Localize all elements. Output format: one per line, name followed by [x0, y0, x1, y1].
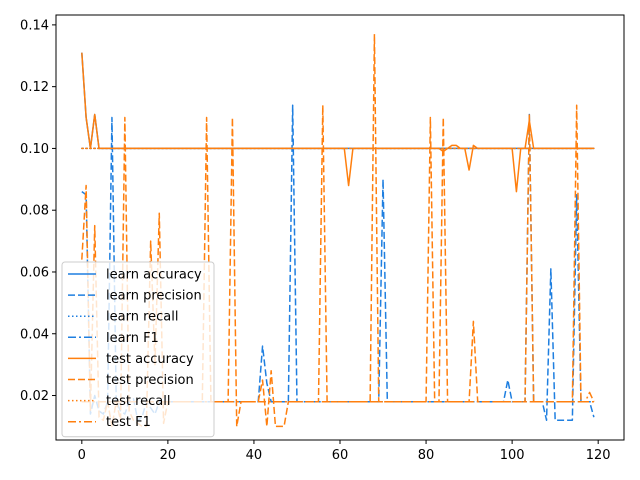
y-tick-label: 0.12 — [20, 80, 49, 95]
x-axis: 0 20 40 60 80 100 120 — [78, 440, 611, 463]
y-tick-label: 0.02 — [20, 389, 49, 404]
legend-label: test precision — [106, 373, 194, 388]
legend-label: test F1 — [106, 415, 151, 430]
x-tick-label: 40 — [246, 448, 263, 463]
y-tick-label: 0.04 — [20, 327, 49, 342]
y-tick-label: 0.10 — [20, 142, 49, 157]
legend-box — [61, 261, 215, 438]
legend-label: test accuracy — [106, 352, 194, 367]
y-axis: 0.02 0.04 0.06 0.08 0.10 0.12 0.14 — [20, 18, 56, 404]
x-tick-label: 20 — [160, 448, 177, 463]
y-tick-label: 0.06 — [20, 265, 49, 280]
legend-label: test recall — [106, 394, 171, 409]
x-tick-label: 60 — [332, 448, 349, 463]
legend-label: learn precision — [106, 289, 202, 304]
x-tick-label: 120 — [586, 448, 611, 463]
x-tick-label: 100 — [500, 448, 525, 463]
legend-label: learn accuracy — [106, 268, 202, 283]
legend: learn accuracy learn precision learn recal… — [61, 261, 215, 438]
y-tick-label: 0.14 — [20, 18, 49, 33]
y-tick-label: 0.08 — [20, 204, 49, 219]
x-tick-label: 0 — [78, 448, 86, 463]
x-tick-label: 80 — [418, 448, 435, 463]
legend-label: learn recall — [106, 310, 178, 325]
legend-label: learn F1 — [106, 331, 159, 346]
